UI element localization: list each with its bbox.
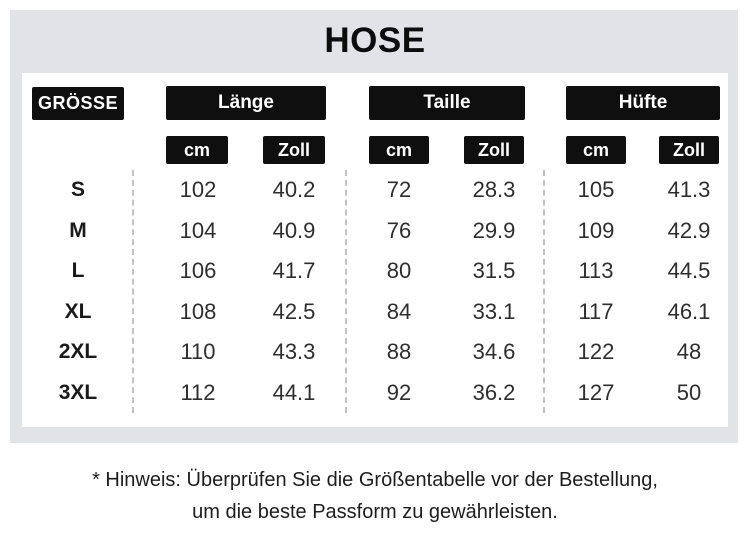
value-taille-zoll: 33.1	[472, 298, 516, 324]
table-row: M 104 40.9 76 29.9 109 42.9	[22, 211, 728, 252]
order-hint-line1: * Hinweis: Überprüfen Sie die Größentabe…	[92, 469, 658, 491]
value-laenge-zoll: 41.7	[272, 258, 316, 284]
value-laenge-cm: 110	[180, 339, 216, 365]
value-huefte-cm: 105	[577, 177, 615, 203]
value-huefte-cm: 127	[577, 379, 615, 405]
unit-header-huefte-cm: cm	[566, 136, 626, 164]
size-label: M	[69, 218, 87, 242]
column-header-size: GRÖSSE	[32, 87, 124, 120]
size-label: 3XL	[58, 380, 98, 404]
value-laenge-cm: 106	[179, 258, 217, 284]
order-hint-note: * Hinweis: Überprüfen Sie die Größentabe…	[0, 464, 750, 528]
value-huefte-zoll: 48	[676, 339, 702, 365]
table-row: 2XL 110 43.3 88 34.6 122 48	[22, 332, 728, 373]
value-laenge-cm: 104	[179, 217, 217, 243]
table-row: S 102 40.2 72 28.3 105 41.3	[22, 170, 728, 211]
table-body: S 102 40.2 72 28.3 105 41.3 M 104 40.9 7…	[22, 170, 728, 413]
value-huefte-cm: 117	[578, 298, 614, 324]
size-label: XL	[64, 299, 92, 323]
value-laenge-cm: 108	[179, 298, 217, 324]
page-title: HOSE	[324, 21, 426, 60]
value-laenge-cm: 112	[180, 379, 216, 405]
table-row: 3XL 112 44.1 92 36.2 127 50	[22, 373, 728, 414]
size-chart-table: GRÖSSE Länge Taille Hüfte cm Zoll cm Zol…	[22, 73, 728, 427]
value-laenge-zoll: 44.1	[272, 379, 316, 405]
unit-header-taille-zoll: Zoll	[464, 136, 524, 164]
value-laenge-zoll: 40.2	[272, 177, 316, 203]
value-taille-zoll: 36.2	[472, 379, 516, 405]
dashed-separator	[132, 170, 134, 413]
value-taille-cm: 84	[386, 298, 412, 324]
value-taille-zoll: 31.5	[472, 258, 516, 284]
value-huefte-zoll: 42.9	[667, 217, 711, 243]
unit-header-laenge-zoll: Zoll	[263, 136, 325, 164]
value-taille-cm: 80	[386, 258, 412, 284]
value-taille-zoll: 34.6	[472, 339, 516, 365]
size-label: L	[71, 259, 85, 283]
value-taille-cm: 72	[386, 177, 412, 203]
dashed-separator	[543, 170, 545, 413]
column-group-huefte: Hüfte	[566, 86, 720, 120]
value-huefte-zoll: 41.3	[667, 177, 711, 203]
order-hint-line2: um die beste Passform zu gewährleisten.	[192, 501, 558, 523]
unit-header-laenge-cm: cm	[166, 136, 228, 164]
value-taille-cm: 92	[386, 379, 412, 405]
value-laenge-zoll: 42.5	[272, 298, 316, 324]
value-taille-cm: 88	[386, 339, 412, 365]
unit-header-taille-cm: cm	[369, 136, 429, 164]
value-taille-cm: 76	[386, 217, 412, 243]
table-row: L 106 41.7 80 31.5 113 44.5	[22, 251, 728, 292]
size-label: 2XL	[58, 340, 98, 364]
dashed-separator	[345, 170, 347, 413]
value-huefte-cm: 113	[578, 258, 614, 284]
size-label: S	[70, 178, 85, 202]
table-row: XL 108 42.5 84 33.1 117 46.1	[22, 292, 728, 333]
value-laenge-zoll: 43.3	[272, 339, 316, 365]
value-laenge-cm: 102	[179, 177, 217, 203]
value-huefte-zoll: 50	[676, 379, 702, 405]
column-group-laenge: Länge	[166, 86, 326, 120]
unit-header-huefte-zoll: Zoll	[659, 136, 719, 164]
value-huefte-cm: 109	[577, 217, 615, 243]
value-taille-zoll: 28.3	[472, 177, 516, 203]
value-laenge-zoll: 40.9	[272, 217, 316, 243]
value-taille-zoll: 29.9	[472, 217, 516, 243]
value-huefte-zoll: 46.1	[667, 298, 711, 324]
value-huefte-zoll: 44.5	[667, 258, 711, 284]
value-huefte-cm: 122	[577, 339, 615, 365]
column-group-taille: Taille	[369, 86, 525, 120]
